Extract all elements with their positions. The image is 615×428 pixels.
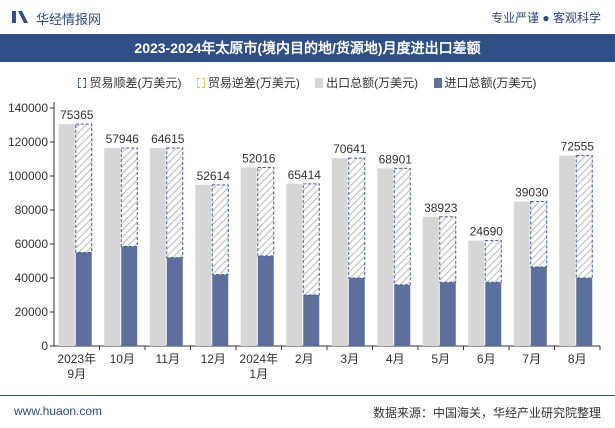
- legend-item-import: 进口总额(万美元): [433, 74, 537, 91]
- x-tick-label: 3月: [340, 352, 359, 366]
- data-label: 39030: [515, 186, 549, 200]
- y-tick-label: 80000: [15, 203, 49, 217]
- export-bar: [149, 147, 166, 346]
- slogan: 专业严谨 ● 客观科学: [491, 11, 601, 25]
- export-bar: [331, 158, 348, 346]
- legend-item-deficit: 贸易逆差(万美元): [196, 74, 300, 91]
- data-label: 52016: [242, 152, 276, 166]
- brand-name: 华经情报网: [36, 12, 102, 27]
- legend-label-deficit: 贸易逆差(万美元): [207, 76, 300, 90]
- x-tick-label: 12月: [201, 352, 226, 366]
- x-tick-label: 7月: [522, 352, 541, 366]
- export-bar: [559, 155, 576, 346]
- data-label: 70641: [333, 142, 367, 156]
- x-tick-label: 1月: [249, 367, 268, 381]
- import-bar: [348, 278, 365, 346]
- export-bar: [240, 167, 257, 346]
- y-tick-label: 120000: [8, 135, 48, 149]
- surplus-bar: [75, 123, 93, 254]
- legend-item-export: 出口总额(万美元): [315, 74, 418, 91]
- data-label: 52614: [197, 169, 231, 183]
- surplus-bar: [439, 216, 457, 283]
- import-bar: [576, 278, 593, 346]
- y-tick-label: 40000: [15, 271, 49, 285]
- import-bar: [75, 252, 92, 346]
- y-tick-label: 60000: [15, 237, 49, 251]
- export-bar: [468, 240, 485, 346]
- legend-item-surplus: 贸易顺差(万美元): [78, 74, 181, 91]
- surplus-bar: [348, 157, 366, 279]
- export-bar: [377, 168, 394, 346]
- legend-swatch-export: [315, 78, 324, 88]
- y-tick-label: 100000: [8, 169, 48, 183]
- huajing-logo-icon: [12, 11, 28, 23]
- surplus-bar: [302, 183, 320, 296]
- data-label: 24690: [470, 225, 504, 239]
- export-bar: [286, 183, 303, 346]
- surplus-bar: [257, 167, 275, 257]
- import-bar: [257, 255, 274, 346]
- legend-swatch-deficit: [196, 78, 205, 88]
- legend-swatch-import: [433, 78, 442, 88]
- x-tick-label: 4月: [386, 352, 405, 366]
- surplus-bar: [484, 240, 502, 283]
- import-bar: [485, 282, 502, 346]
- data-label: 57946: [106, 132, 140, 146]
- surplus-bar: [393, 167, 411, 286]
- export-bar: [104, 147, 121, 346]
- export-bar: [58, 124, 75, 347]
- y-tick-label: 0: [41, 339, 48, 353]
- import-bar: [303, 295, 320, 346]
- x-tick-label: 8月: [568, 352, 587, 366]
- legend-label-import: 进口总额(万美元): [444, 76, 537, 90]
- surplus-bar: [166, 147, 184, 259]
- x-tick-label: 5月: [431, 352, 450, 366]
- x-tick-label: 9月: [67, 367, 86, 381]
- data-label: 65414: [288, 168, 322, 182]
- x-tick-label: 6月: [477, 352, 496, 366]
- import-bar: [121, 246, 138, 346]
- legend-label-export: 出口总额(万美元): [326, 76, 419, 90]
- footer-website: www.huaon.com: [14, 404, 103, 418]
- x-tick-label: 2月: [295, 352, 314, 366]
- data-label: 72555: [561, 140, 595, 154]
- y-tick-label: 140000: [8, 101, 48, 115]
- chart-title: 2023-2024年太原市(境内目的地/货源地)月度进出口差额: [0, 34, 615, 62]
- legend-swatch-surplus: [78, 78, 87, 88]
- surplus-bar: [120, 147, 138, 248]
- import-bar: [439, 282, 456, 346]
- legend-label-surplus: 贸易顺差(万美元): [89, 76, 182, 90]
- x-tick-label: 10月: [110, 352, 135, 366]
- data-label: 38923: [424, 201, 458, 215]
- y-tick-label: 20000: [15, 305, 49, 319]
- import-bar: [212, 274, 229, 346]
- import-bar: [166, 257, 183, 346]
- chart-legend: 贸易顺差(万美元) 贸易逆差(万美元) 出口总额(万美元) 进口总额(万美元): [0, 74, 615, 91]
- import-bar: [530, 266, 547, 346]
- export-bar: [513, 201, 530, 346]
- surplus-bar: [211, 184, 229, 276]
- bar-chart: 0 20000 40000 60000 80000 100000 120000 140000 2…: [8, 101, 601, 381]
- import-bar: [394, 284, 411, 346]
- top-bar: 华经情报网 专业严谨 ● 客观科学: [0, 0, 615, 34]
- export-bar: [422, 216, 439, 346]
- export-bar: [195, 184, 212, 346]
- x-tick-label: 2023年: [57, 352, 96, 366]
- data-label: 68901: [379, 152, 413, 166]
- surplus-bar: [530, 201, 548, 268]
- data-label: 75365: [60, 108, 94, 122]
- x-tick-label: 11月: [156, 352, 180, 366]
- surplus-bar: [575, 155, 593, 279]
- footer: www.huaon.com 数据来源：中国海关，华经产业研究院整理: [0, 395, 615, 428]
- footer-source: 数据来源：中国海关，华经产业研究院整理: [372, 406, 601, 420]
- x-tick-label: 2024年: [239, 352, 278, 366]
- data-label: 64615: [151, 132, 185, 146]
